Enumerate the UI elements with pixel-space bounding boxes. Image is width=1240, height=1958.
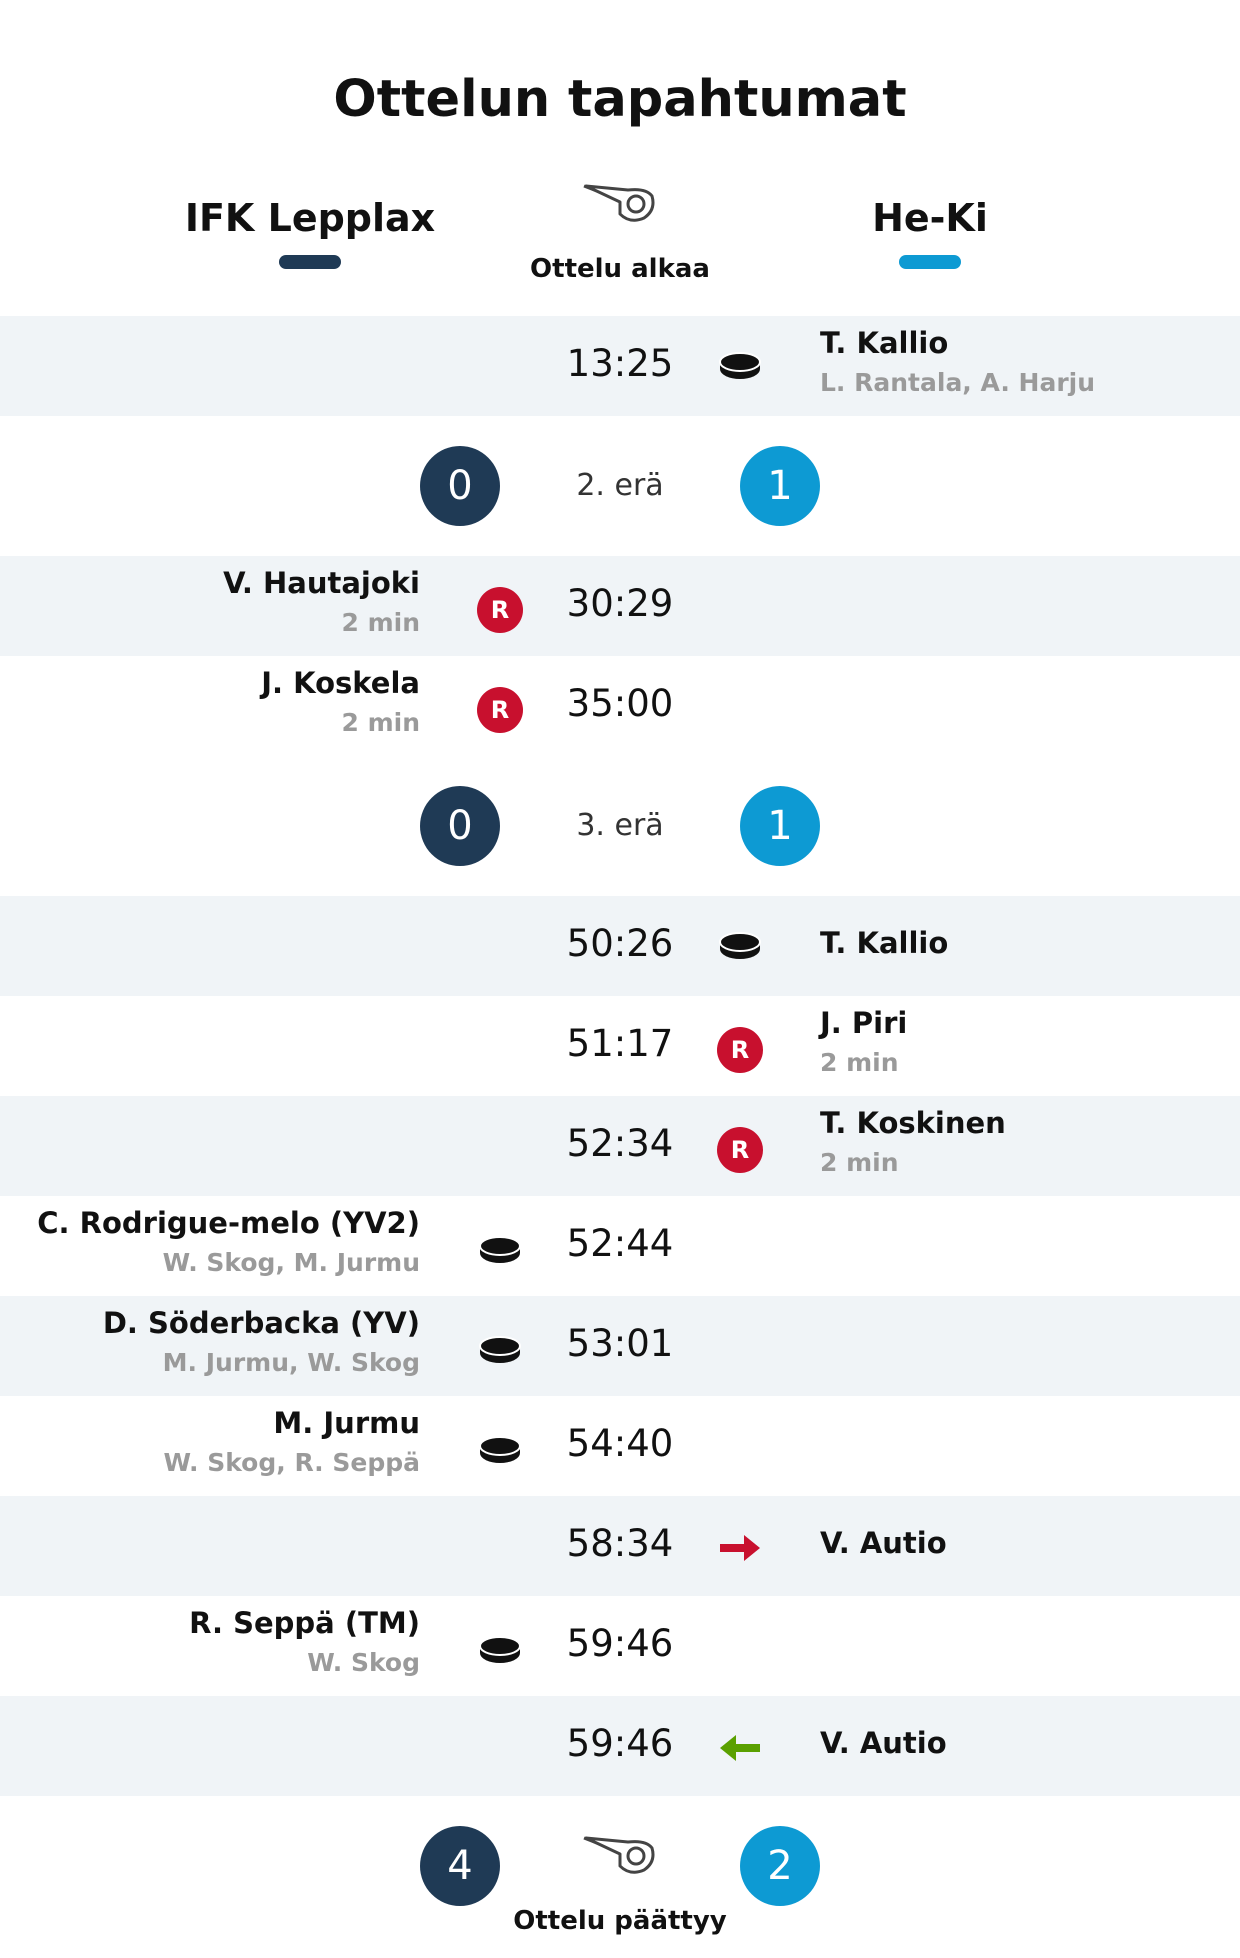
puck-icon xyxy=(716,342,764,390)
match-start-label: Ottelu alkaa xyxy=(530,254,710,284)
page-title: Ottelun tapahtumat xyxy=(333,70,907,129)
event-player: V. Autio xyxy=(820,1526,947,1560)
whistle-icon xyxy=(580,1832,660,1878)
event-assists: W. Skog, M. Jurmu xyxy=(162,1248,420,1277)
match-end-label: Ottelu päättyy xyxy=(513,1906,727,1936)
event-time: 58:34 xyxy=(566,1522,674,1565)
puck-icon xyxy=(476,1226,524,1274)
penalty-icon: R xyxy=(476,686,524,734)
home-period-score: 0 xyxy=(420,446,500,526)
event-row: 50:26 T. Kallio xyxy=(0,896,1240,996)
event-player: R. Seppä (TM) xyxy=(189,1606,420,1640)
away-period-score: 1 xyxy=(740,446,820,526)
away-team-color-bar xyxy=(899,255,961,269)
event-assists: L. Rantala, A. Harju xyxy=(820,368,1096,397)
event-player: C. Rodrigue-melo (YV2) xyxy=(37,1206,420,1240)
event-row: 13:25 T. Kallio L. Rantala, A. Harju xyxy=(0,316,1240,416)
event-time: 52:34 xyxy=(566,1122,674,1165)
away-period-score: 1 xyxy=(740,786,820,866)
period-label: 3. erä xyxy=(576,808,664,843)
event-player: M. Jurmu xyxy=(273,1406,420,1440)
period-break: 0 2. erä 1 xyxy=(0,436,1240,536)
event-time: 13:25 xyxy=(566,342,674,385)
penalty-icon: R xyxy=(716,1026,764,1074)
puck-icon xyxy=(476,1626,524,1674)
event-assists: W. Skog, R. Seppä xyxy=(163,1448,420,1477)
event-player: D. Söderbacka (YV) xyxy=(102,1306,420,1340)
away-final-score: 2 xyxy=(740,1826,820,1906)
puck-icon xyxy=(476,1426,524,1474)
arrow-right-icon xyxy=(716,1524,764,1572)
period-break: 0 3. erä 1 xyxy=(0,776,1240,876)
event-row: C. Rodrigue-melo (YV2) W. Skog, M. Jurmu… xyxy=(0,1196,1240,1296)
event-player: J. Koskela xyxy=(261,666,420,700)
event-row: R. Seppä (TM) W. Skog 59:46 xyxy=(0,1596,1240,1696)
event-player: T. Kallio xyxy=(820,926,949,960)
home-team-color-bar xyxy=(279,255,341,269)
event-row: J. Koskela 2 min R 35:00 xyxy=(0,656,1240,756)
event-time: 51:17 xyxy=(566,1022,674,1065)
event-time: 53:01 xyxy=(566,1322,674,1365)
event-time: 50:26 xyxy=(566,922,674,965)
event-assists: W. Skog xyxy=(307,1648,420,1677)
period-label: 2. erä xyxy=(576,468,664,503)
event-row: D. Söderbacka (YV) M. Jurmu, W. Skog 53:… xyxy=(0,1296,1240,1396)
event-time: 54:40 xyxy=(566,1422,674,1465)
event-row: 58:34 V. Autio xyxy=(0,1496,1240,1596)
puck-icon xyxy=(716,922,764,970)
penalty-icon: R xyxy=(476,586,524,634)
event-player: V. Autio xyxy=(820,1726,947,1760)
home-team-name: IFK Lepplax xyxy=(184,196,436,240)
event-time: 59:46 xyxy=(566,1622,674,1665)
away-team-name: He-Ki xyxy=(872,196,988,240)
penalty-icon: R xyxy=(716,1126,764,1174)
event-time: 52:44 xyxy=(566,1222,674,1265)
event-time: 35:00 xyxy=(566,682,674,725)
puck-icon xyxy=(476,1326,524,1374)
event-row: 59:46 V. Autio xyxy=(0,1696,1240,1796)
home-final-score: 4 xyxy=(420,1826,500,1906)
event-player: T. Koskinen xyxy=(820,1106,1006,1140)
event-row: 51:17 R J. Piri 2 min xyxy=(0,996,1240,1096)
penalty-duration: 2 min xyxy=(341,708,420,737)
event-time: 30:29 xyxy=(566,582,674,625)
event-player: J. Piri xyxy=(820,1006,908,1040)
event-player: V. Hautajoki xyxy=(223,566,420,600)
arrow-left-icon xyxy=(716,1724,764,1772)
penalty-duration: 2 min xyxy=(820,1048,899,1077)
event-player: T. Kallio xyxy=(820,326,949,360)
event-row: 52:34 R T. Koskinen 2 min xyxy=(0,1096,1240,1196)
event-time: 59:46 xyxy=(566,1722,674,1765)
penalty-duration: 2 min xyxy=(341,608,420,637)
penalty-duration: 2 min xyxy=(820,1148,899,1177)
event-row: V. Hautajoki 2 min R 30:29 xyxy=(0,556,1240,656)
event-assists: M. Jurmu, W. Skog xyxy=(162,1348,420,1377)
event-row: M. Jurmu W. Skog, R. Seppä 54:40 xyxy=(0,1396,1240,1496)
home-period-score: 0 xyxy=(420,786,500,866)
whistle-icon xyxy=(580,180,660,226)
